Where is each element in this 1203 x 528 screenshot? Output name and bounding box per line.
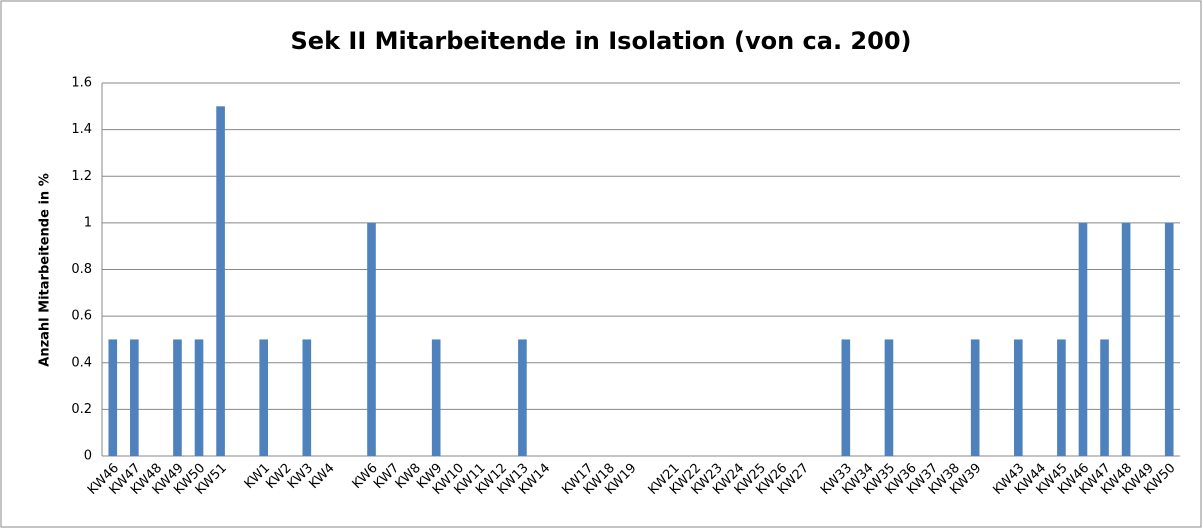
bar [970,339,980,456]
bar [518,339,527,456]
bar [216,106,225,456]
bar [1121,222,1131,456]
bar [108,339,118,456]
y-tick-label: 0 [84,449,92,464]
bar [1078,222,1088,456]
y-tick-label: 0.8 [71,262,92,277]
bar [1100,339,1109,456]
y-tick-label: 1.4 [71,122,92,137]
y-axis-label: Anzahl Mitarbeitende in % [38,173,53,366]
bar [1164,222,1174,456]
chart-title: Sek II Mitarbeitende in Isolation (von c… [291,27,912,55]
bar [884,339,894,456]
bar [194,339,204,456]
bar [1013,339,1023,456]
y-tick-label: 0.4 [71,355,92,370]
bar [302,339,312,456]
bar [841,339,851,456]
y-tick-label: 0.2 [71,402,92,417]
bar [259,339,269,456]
y-tick-label: 1.6 [71,76,92,91]
bar [130,339,139,456]
y-tick-label: 0.6 [71,309,92,324]
y-tick-label: 1 [84,215,92,230]
bar [431,339,441,456]
bar [367,222,376,456]
y-tick-label: 1.2 [71,169,92,184]
bar [1057,339,1066,456]
bar [173,339,182,456]
